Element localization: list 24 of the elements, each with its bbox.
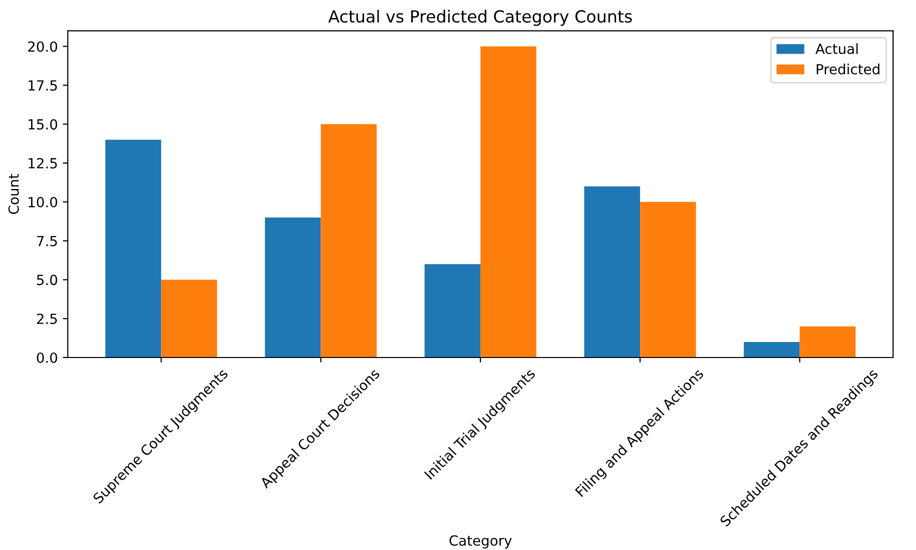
bar xyxy=(800,326,856,358)
bar xyxy=(424,264,480,358)
y-axis-title: Count xyxy=(8,174,19,214)
bar xyxy=(640,202,696,358)
y-tick-label: 17.5 xyxy=(28,80,57,91)
x-axis-title: Category xyxy=(450,535,512,549)
legend-label: Actual xyxy=(816,43,858,54)
bar xyxy=(480,46,536,358)
bar xyxy=(320,124,377,358)
y-tick-label: 10.0 xyxy=(28,196,58,208)
y-tick-label: 20.0 xyxy=(28,41,58,52)
y-tick-label: 12.5 xyxy=(28,158,57,169)
y-tick-label: 7.5 xyxy=(37,236,57,246)
y-tick-label: 5.0 xyxy=(37,274,58,286)
y-tick-label: 0.0 xyxy=(36,352,58,363)
chart-title: Actual vs Predicted Category Counts xyxy=(328,10,632,26)
y-tick-label: 2.5 xyxy=(36,314,57,324)
bar xyxy=(744,342,800,358)
bar xyxy=(161,280,218,358)
bar xyxy=(584,186,640,358)
bar xyxy=(264,217,321,358)
bar xyxy=(105,140,162,358)
y-tick-label: 15.0 xyxy=(28,119,58,130)
legend-label: Predicted xyxy=(816,64,880,74)
